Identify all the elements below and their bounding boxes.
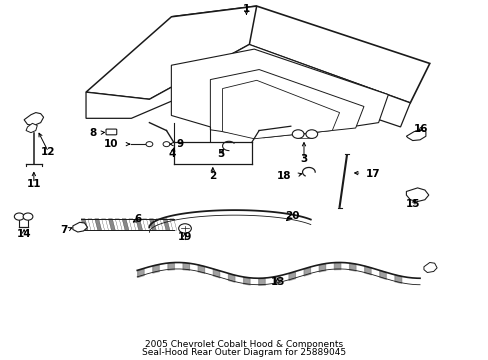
- Polygon shape: [86, 6, 256, 99]
- Text: 4: 4: [168, 149, 176, 159]
- Polygon shape: [222, 80, 339, 139]
- Text: 10: 10: [104, 139, 119, 149]
- Polygon shape: [423, 262, 436, 273]
- Text: 3: 3: [300, 154, 307, 164]
- Circle shape: [146, 141, 153, 147]
- Text: 19: 19: [178, 232, 192, 242]
- Text: 7: 7: [61, 225, 68, 235]
- Polygon shape: [406, 188, 428, 202]
- Polygon shape: [149, 219, 156, 230]
- Polygon shape: [95, 219, 102, 230]
- Polygon shape: [171, 49, 387, 134]
- Circle shape: [305, 130, 317, 138]
- Polygon shape: [88, 219, 95, 230]
- Polygon shape: [86, 44, 409, 127]
- Text: 13: 13: [270, 277, 285, 287]
- Text: 16: 16: [413, 124, 427, 134]
- Text: 11: 11: [26, 179, 41, 189]
- Text: 9: 9: [176, 139, 183, 149]
- Polygon shape: [73, 222, 87, 232]
- Text: 5: 5: [217, 149, 224, 159]
- Polygon shape: [169, 219, 176, 230]
- Text: 8: 8: [89, 128, 96, 138]
- Text: 6: 6: [134, 215, 142, 224]
- Polygon shape: [24, 113, 43, 126]
- Circle shape: [14, 213, 24, 220]
- Text: 15: 15: [405, 199, 419, 210]
- FancyBboxPatch shape: [106, 129, 117, 135]
- Text: 1: 1: [243, 4, 249, 14]
- Text: 17: 17: [365, 168, 379, 179]
- Polygon shape: [102, 219, 108, 230]
- Polygon shape: [26, 123, 37, 133]
- Circle shape: [163, 141, 169, 147]
- Circle shape: [23, 213, 33, 220]
- Circle shape: [292, 130, 304, 138]
- Text: 18: 18: [276, 171, 290, 181]
- Text: 20: 20: [285, 211, 299, 221]
- Polygon shape: [129, 219, 136, 230]
- Circle shape: [178, 224, 191, 233]
- Polygon shape: [171, 6, 429, 103]
- Text: 14: 14: [17, 229, 31, 239]
- Text: 2005 Chevrolet Cobalt Hood & Components: 2005 Chevrolet Cobalt Hood & Components: [145, 340, 343, 349]
- Text: 2: 2: [209, 171, 216, 181]
- Polygon shape: [406, 130, 425, 140]
- Polygon shape: [115, 219, 122, 230]
- Polygon shape: [156, 219, 163, 230]
- Text: 12: 12: [41, 147, 56, 157]
- Polygon shape: [210, 69, 363, 138]
- Polygon shape: [108, 219, 115, 230]
- Polygon shape: [163, 219, 169, 230]
- Polygon shape: [122, 219, 129, 230]
- Polygon shape: [81, 219, 88, 230]
- Polygon shape: [142, 219, 149, 230]
- Polygon shape: [136, 219, 142, 230]
- Text: Seal-Hood Rear Outer Diagram for 25889045: Seal-Hood Rear Outer Diagram for 2588904…: [142, 348, 346, 357]
